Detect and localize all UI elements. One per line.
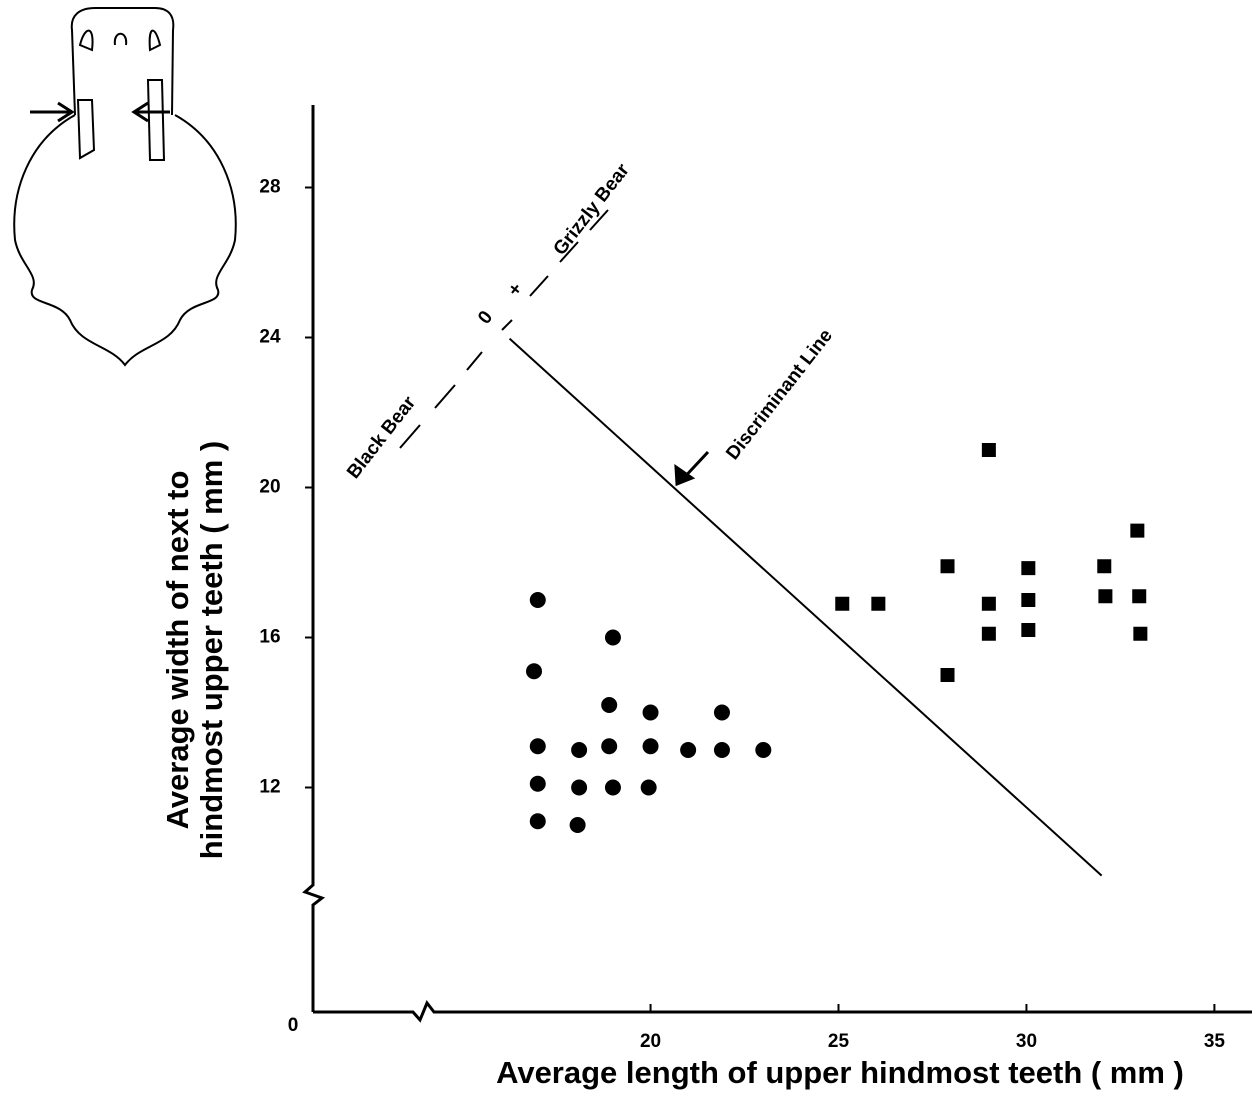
point [641, 780, 657, 796]
point [570, 817, 586, 833]
point [526, 663, 542, 679]
point [601, 738, 617, 754]
point [643, 738, 659, 754]
legend-label: Grizzly Bear [550, 159, 635, 259]
x-axis-title: Average length of upper hindmost teeth (… [496, 1055, 1184, 1090]
y-axis [305, 105, 322, 1012]
point [605, 780, 621, 796]
y-tick-label: 28 [259, 177, 280, 198]
point [1132, 589, 1146, 603]
point [1021, 593, 1035, 607]
y-axis-title: hindmost upper teeth ( mm ) [194, 441, 229, 860]
point [530, 776, 546, 792]
point [871, 597, 885, 611]
point [1097, 559, 1111, 573]
x-axis [313, 1003, 1252, 1020]
point [530, 592, 546, 608]
point [643, 705, 659, 721]
point [601, 697, 617, 713]
point [982, 443, 996, 457]
point [605, 630, 621, 646]
x-tick-label: 30 [1016, 1031, 1037, 1052]
point [835, 597, 849, 611]
point [982, 597, 996, 611]
point [571, 780, 587, 796]
legend-symbol: + [504, 279, 527, 301]
x-tick-label: 25 [828, 1031, 850, 1052]
y-tick-label: 16 [259, 627, 280, 648]
y-tick-label: 24 [259, 327, 281, 348]
point [941, 559, 955, 573]
y-axis-title: Average width of next to [160, 471, 195, 830]
x-tick-label: 20 [640, 1031, 661, 1052]
point [1021, 623, 1035, 637]
skull-illustration [14, 8, 236, 365]
point [755, 742, 771, 758]
point [714, 705, 730, 721]
point [530, 738, 546, 754]
point [714, 742, 730, 758]
point [982, 627, 996, 641]
point [941, 668, 955, 682]
point [1098, 589, 1112, 603]
point [1130, 524, 1144, 538]
y-tick-label: 0 [288, 1015, 299, 1036]
chart: Average length of upper hindmost teeth (… [0, 0, 1260, 1097]
point [530, 813, 546, 829]
y-tick-label: 12 [259, 777, 280, 798]
point [1021, 561, 1035, 575]
discriminant-line [510, 339, 1102, 876]
annotation-arrow [676, 452, 708, 484]
x-tick-label: 35 [1204, 1031, 1226, 1052]
point [680, 742, 696, 758]
legend-symbol: 0 [474, 307, 497, 328]
point [1133, 627, 1147, 641]
point [571, 742, 587, 758]
discriminant-label: Discriminant Line [722, 325, 837, 464]
y-tick-label: 20 [259, 477, 280, 498]
